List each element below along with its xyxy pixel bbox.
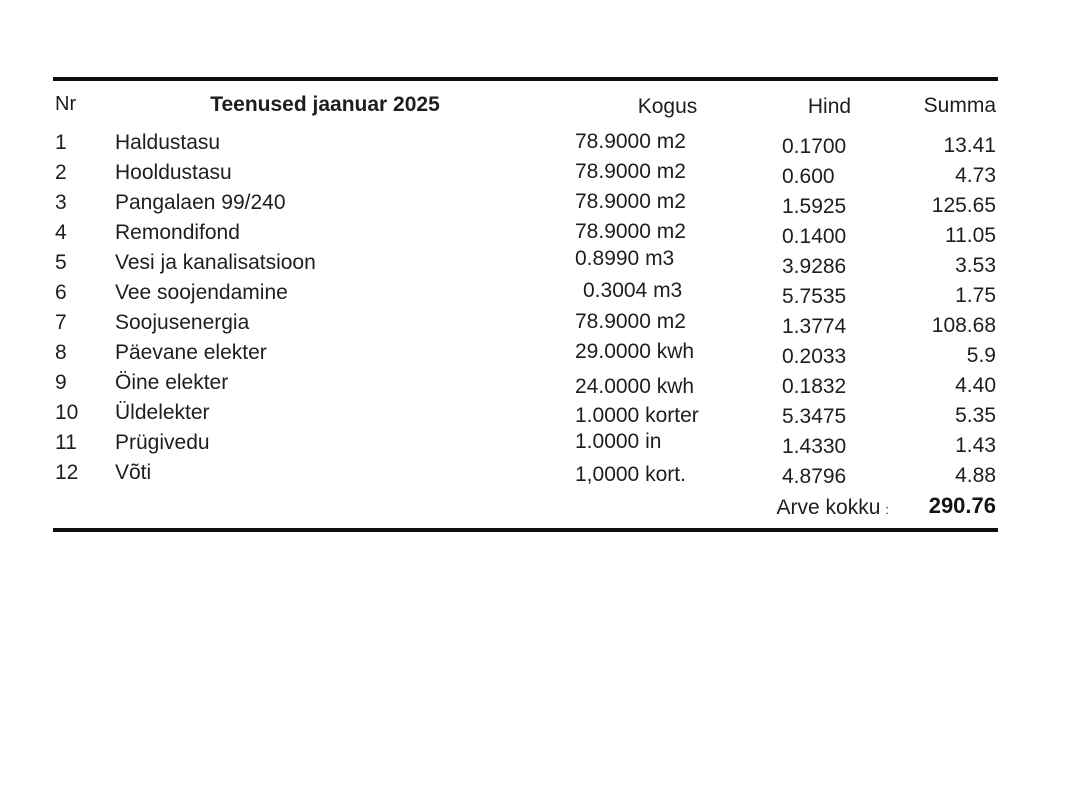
unit-price: 0.1832 <box>782 375 847 398</box>
quantity: 78.9000 m2 <box>575 190 686 213</box>
table-body: 1 Haldustasu 78.9000 m2 0.1700 13.41 2 H… <box>53 128 998 488</box>
service-name: Võti <box>115 461 152 484</box>
table-bottom-rule <box>53 528 998 532</box>
amount: 108.68 <box>931 314 996 337</box>
header-hind: Hind <box>807 94 852 118</box>
quantity: 78.9000 m2 <box>575 220 686 243</box>
unit-price: 5.3475 <box>782 405 847 428</box>
header-nr: Nr <box>55 93 77 115</box>
unit-price: 4.8796 <box>782 465 847 488</box>
row-number: 12 <box>55 461 79 484</box>
table-row: 4 Remondifond 78.9000 m2 0.1400 11.05 <box>53 218 998 248</box>
table-row: 7 Soojusenergia 78.9000 m2 1.3774 108.68 <box>53 308 998 338</box>
row-number: 9 <box>55 371 67 394</box>
service-name: Soojusenergia <box>115 311 250 334</box>
unit-price: 0.1400 <box>782 225 847 248</box>
service-name: Päevane elekter <box>115 341 267 364</box>
total-label: Arve kokku: <box>53 496 890 520</box>
amount: 3.53 <box>955 254 996 277</box>
amount: 4.88 <box>955 464 996 487</box>
unit-price: 0.1700 <box>782 135 847 158</box>
unit-price: 1.4330 <box>782 435 847 458</box>
header-summa: Summa <box>923 93 996 117</box>
unit-price: 1.5925 <box>782 195 847 218</box>
row-number: 5 <box>55 251 67 274</box>
quantity: 0.8990 m3 <box>575 247 675 270</box>
amount: 1.43 <box>955 434 996 457</box>
row-number: 2 <box>55 161 67 184</box>
amount: 11.05 <box>945 224 996 247</box>
quantity: 1.0000 korter <box>575 404 699 427</box>
quantity: 24.0000 kwh <box>575 375 695 398</box>
table-row: 8 Päevane elekter 29.0000 kwh 0.2033 5.9 <box>53 338 998 368</box>
service-name: Remondifond <box>115 221 240 244</box>
row-number: 7 <box>55 311 67 334</box>
table-row: 6 Vee soojendamine 0.3004 m3 5.7535 1.75 <box>53 278 998 308</box>
quantity: 1,0000 kort. <box>575 463 686 486</box>
quantity: 78.9000 m2 <box>575 130 686 153</box>
table-row: 1 Haldustasu 78.9000 m2 0.1700 13.41 <box>53 128 998 158</box>
total-label-text: Arve kokku <box>776 496 881 519</box>
quantity: 1.0000 in <box>575 430 662 453</box>
service-name: Üldelekter <box>115 401 210 424</box>
quantity: 78.9000 m2 <box>575 160 686 183</box>
total-row: Arve kokku: 290.76 <box>53 490 998 526</box>
table-row: 11 Prügivedu 1.0000 in 1.4330 1.43 <box>53 428 998 458</box>
row-number: 10 <box>55 401 79 424</box>
row-number: 6 <box>55 281 67 304</box>
total-value: 290.76 <box>928 493 996 518</box>
service-name: Haldustasu <box>115 131 221 154</box>
quantity: 0.3004 m3 <box>583 279 683 302</box>
row-number: 3 <box>55 191 67 214</box>
table-header-row: Nr Teenused jaanuar 2025 Kogus Hind Summ… <box>53 81 998 128</box>
unit-price: 0.600 <box>782 165 835 188</box>
header-kogus: Kogus <box>637 94 698 118</box>
table-row: 5 Vesi ja kanalisatsioon 0.8990 m3 3.928… <box>53 247 998 278</box>
unit-price: 0.2033 <box>782 345 847 368</box>
table-row: 3 Pangalaen 99/240 78.9000 m2 1.5925 125… <box>53 188 998 218</box>
quantity: 29.0000 kwh <box>575 340 695 363</box>
amount: 4.40 <box>955 374 996 397</box>
service-name: Pangalaen 99/240 <box>115 191 286 214</box>
table-row: 9 Öine elekter 24.0000 kwh 0.1832 4.40 <box>53 368 998 398</box>
amount: 4.73 <box>955 164 996 187</box>
row-number: 11 <box>55 431 77 454</box>
row-number: 4 <box>55 221 67 244</box>
service-name: Öine elekter <box>115 371 229 394</box>
service-name: Hooldustasu <box>115 161 232 184</box>
quantity: 78.9000 m2 <box>575 310 686 333</box>
unit-price: 5.7535 <box>782 285 847 308</box>
row-number: 8 <box>55 341 67 364</box>
service-name: Vesi ja kanalisatsioon <box>115 251 316 274</box>
unit-price: 1.3774 <box>782 315 847 338</box>
amount: 5.9 <box>966 344 996 367</box>
table-row: 2 Hooldustasu 78.9000 m2 0.600 4.73 <box>53 158 998 188</box>
table-top-rule <box>53 77 998 81</box>
unit-price: 3.9286 <box>782 255 847 278</box>
total-colon: : <box>885 502 889 517</box>
amount: 13.41 <box>943 134 996 157</box>
amount: 125.65 <box>931 194 996 217</box>
header-title: Teenused jaanuar 2025 <box>210 92 440 116</box>
service-name: Vee soojendamine <box>115 281 288 304</box>
table-row: 10 Üldelekter 1.0000 korter 5.3475 5.35 <box>53 398 998 428</box>
table-row: 12 Võti 1,0000 kort. 4.8796 4.88 <box>53 458 998 488</box>
service-name: Prügivedu <box>115 431 210 454</box>
amount: 5.35 <box>955 404 996 427</box>
amount: 1.75 <box>955 284 996 307</box>
row-number: 1 <box>55 131 67 154</box>
